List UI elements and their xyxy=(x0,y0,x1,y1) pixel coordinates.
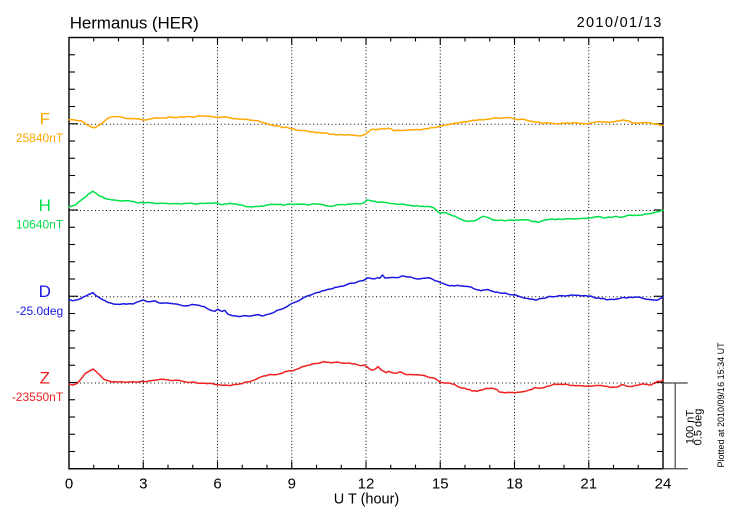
svg-text:25840nT: 25840nT xyxy=(16,131,64,145)
svg-text:18: 18 xyxy=(506,476,523,493)
svg-text:12: 12 xyxy=(358,476,375,493)
svg-text:9: 9 xyxy=(288,476,296,493)
svg-text:6: 6 xyxy=(213,476,221,493)
svg-text:0.5 deg: 0.5 deg xyxy=(693,409,705,446)
svg-text:H: H xyxy=(39,196,51,215)
svg-text:100 nT: 100 nT xyxy=(684,410,696,445)
svg-text:3: 3 xyxy=(139,476,147,493)
svg-text:24: 24 xyxy=(655,476,672,493)
svg-text:-25.0deg: -25.0deg xyxy=(16,304,63,318)
svg-text:-23550nT: -23550nT xyxy=(12,390,64,404)
svg-text:D: D xyxy=(39,282,51,301)
svg-text:Z: Z xyxy=(40,368,50,387)
svg-text:10640nT: 10640nT xyxy=(16,218,64,232)
svg-text:F: F xyxy=(40,110,50,129)
svg-text:15: 15 xyxy=(432,476,449,493)
svg-text:Plotted at 2010/09/16 15:34 UT: Plotted at 2010/09/16 15:34 UT xyxy=(716,342,726,468)
svg-text:Hermanus (HER): Hermanus (HER) xyxy=(70,13,199,32)
svg-text:21: 21 xyxy=(580,476,597,493)
svg-text:0: 0 xyxy=(65,476,73,493)
svg-text:U T (hour): U T (hour) xyxy=(334,492,400,508)
svg-text:2010/01/13: 2010/01/13 xyxy=(577,15,663,31)
